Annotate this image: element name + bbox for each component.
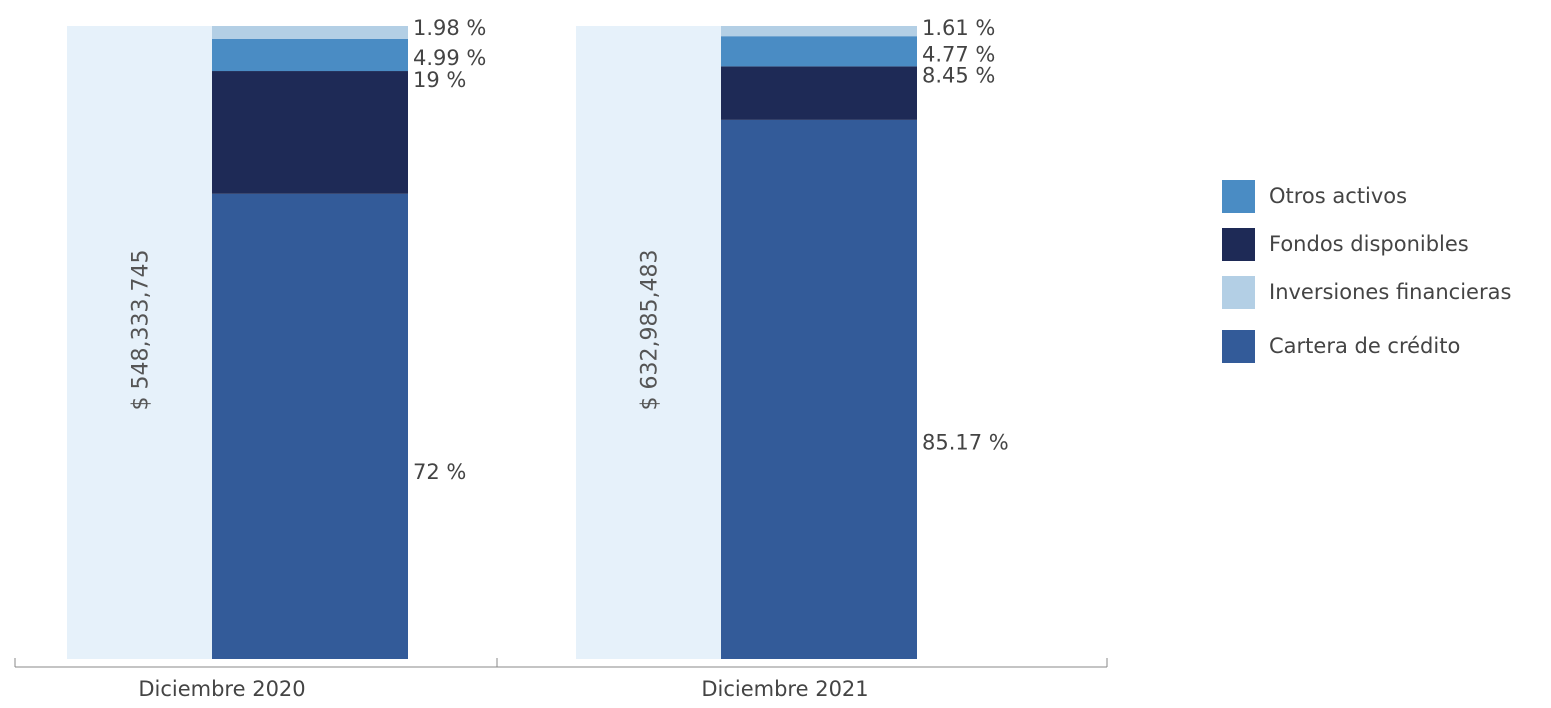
legend-item-inversiones-financieras: Inversiones financieras [1222,268,1511,316]
legend-label-fondos-disponibles: Fondos disponibles [1269,232,1469,256]
legend-item-cartera-de-credito: Cartera de crédito [1222,322,1511,370]
data-label-inversiones-financieras-2: 1.61 % [922,16,995,40]
legend: Otros activos Fondos disponibles Inversi… [1222,172,1511,370]
data-label-cartera-de-credito-2: 85.17 % [922,430,1009,454]
legend-swatch-fondos-disponibles [1222,227,1255,261]
bar-segment-fondos-disponibles-2 [721,66,917,120]
bar-segment-cartera-de-credito-1 [212,193,408,659]
data-label-fondos-disponibles-1: 19 % [413,68,466,92]
bar-segment-otros-activos-2 [721,36,917,67]
legend-swatch-cartera-de-credito [1222,329,1255,363]
data-label-otros-activos-1: 4.99 % [413,46,486,70]
bar-segment-inversiones-financieras-2 [721,26,917,37]
legend-label-inversiones-financieras: Inversiones financieras [1269,280,1512,304]
total-bar-1 [67,26,212,659]
bar-segment-fondos-disponibles-1 [212,71,408,194]
legend-swatch-otros-activos [1222,179,1255,213]
legend-item-fondos-disponibles: Fondos disponibles [1222,220,1511,268]
data-label-inversiones-financieras-1: 1.98 % [413,16,486,40]
legend-item-otros-activos: Otros activos [1222,172,1511,220]
data-label-otros-activos-2: 4.77 % [922,42,995,66]
legend-swatch-inversiones-financieras [1222,275,1255,309]
category-label-2: Diciembre 2021 [701,677,868,701]
total-label-2: $ 632,985,483 [638,250,663,411]
legend-label-cartera-de-credito: Cartera de crédito [1269,334,1461,358]
bar-segment-otros-activos-1 [212,38,408,72]
data-label-fondos-disponibles-2: 8.45 % [922,63,995,87]
total-bar-2 [576,26,721,659]
bar-segment-cartera-de-credito-2 [721,119,917,659]
legend-label-otros-activos: Otros activos [1269,184,1408,208]
bar-segment-inversiones-financieras-1 [212,26,408,39]
total-label-1: $ 548,333,745 [129,250,154,411]
category-label-1: Diciembre 2020 [138,677,305,701]
data-label-cartera-de-credito-1: 72 % [413,460,466,484]
